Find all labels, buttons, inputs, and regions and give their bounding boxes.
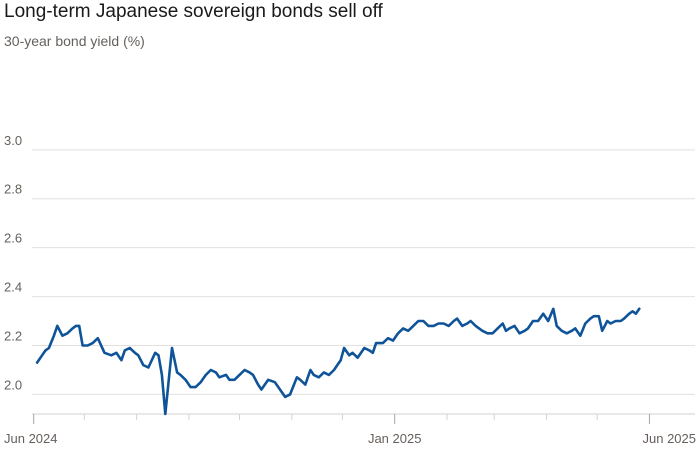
- series-line: [35, 307, 641, 416]
- y-tick-label: 3.0: [4, 133, 22, 148]
- y-tick-label: 2.0: [4, 377, 22, 392]
- x-tick-label: Jun 2025: [643, 431, 697, 446]
- y-tick-label: 2.6: [4, 231, 22, 246]
- x-tick-label: Jun 2024: [4, 431, 58, 446]
- x-tick-label: Jan 2025: [368, 431, 422, 446]
- chart-subtitle: 30-year bond yield (%): [4, 33, 145, 49]
- chart-title: Long-term Japanese sovereign bonds sell …: [4, 1, 383, 22]
- y-tick-label: 2.2: [4, 329, 22, 344]
- y-tick-label: 2.8: [4, 182, 22, 197]
- y-tick-label: 2.4: [4, 280, 22, 295]
